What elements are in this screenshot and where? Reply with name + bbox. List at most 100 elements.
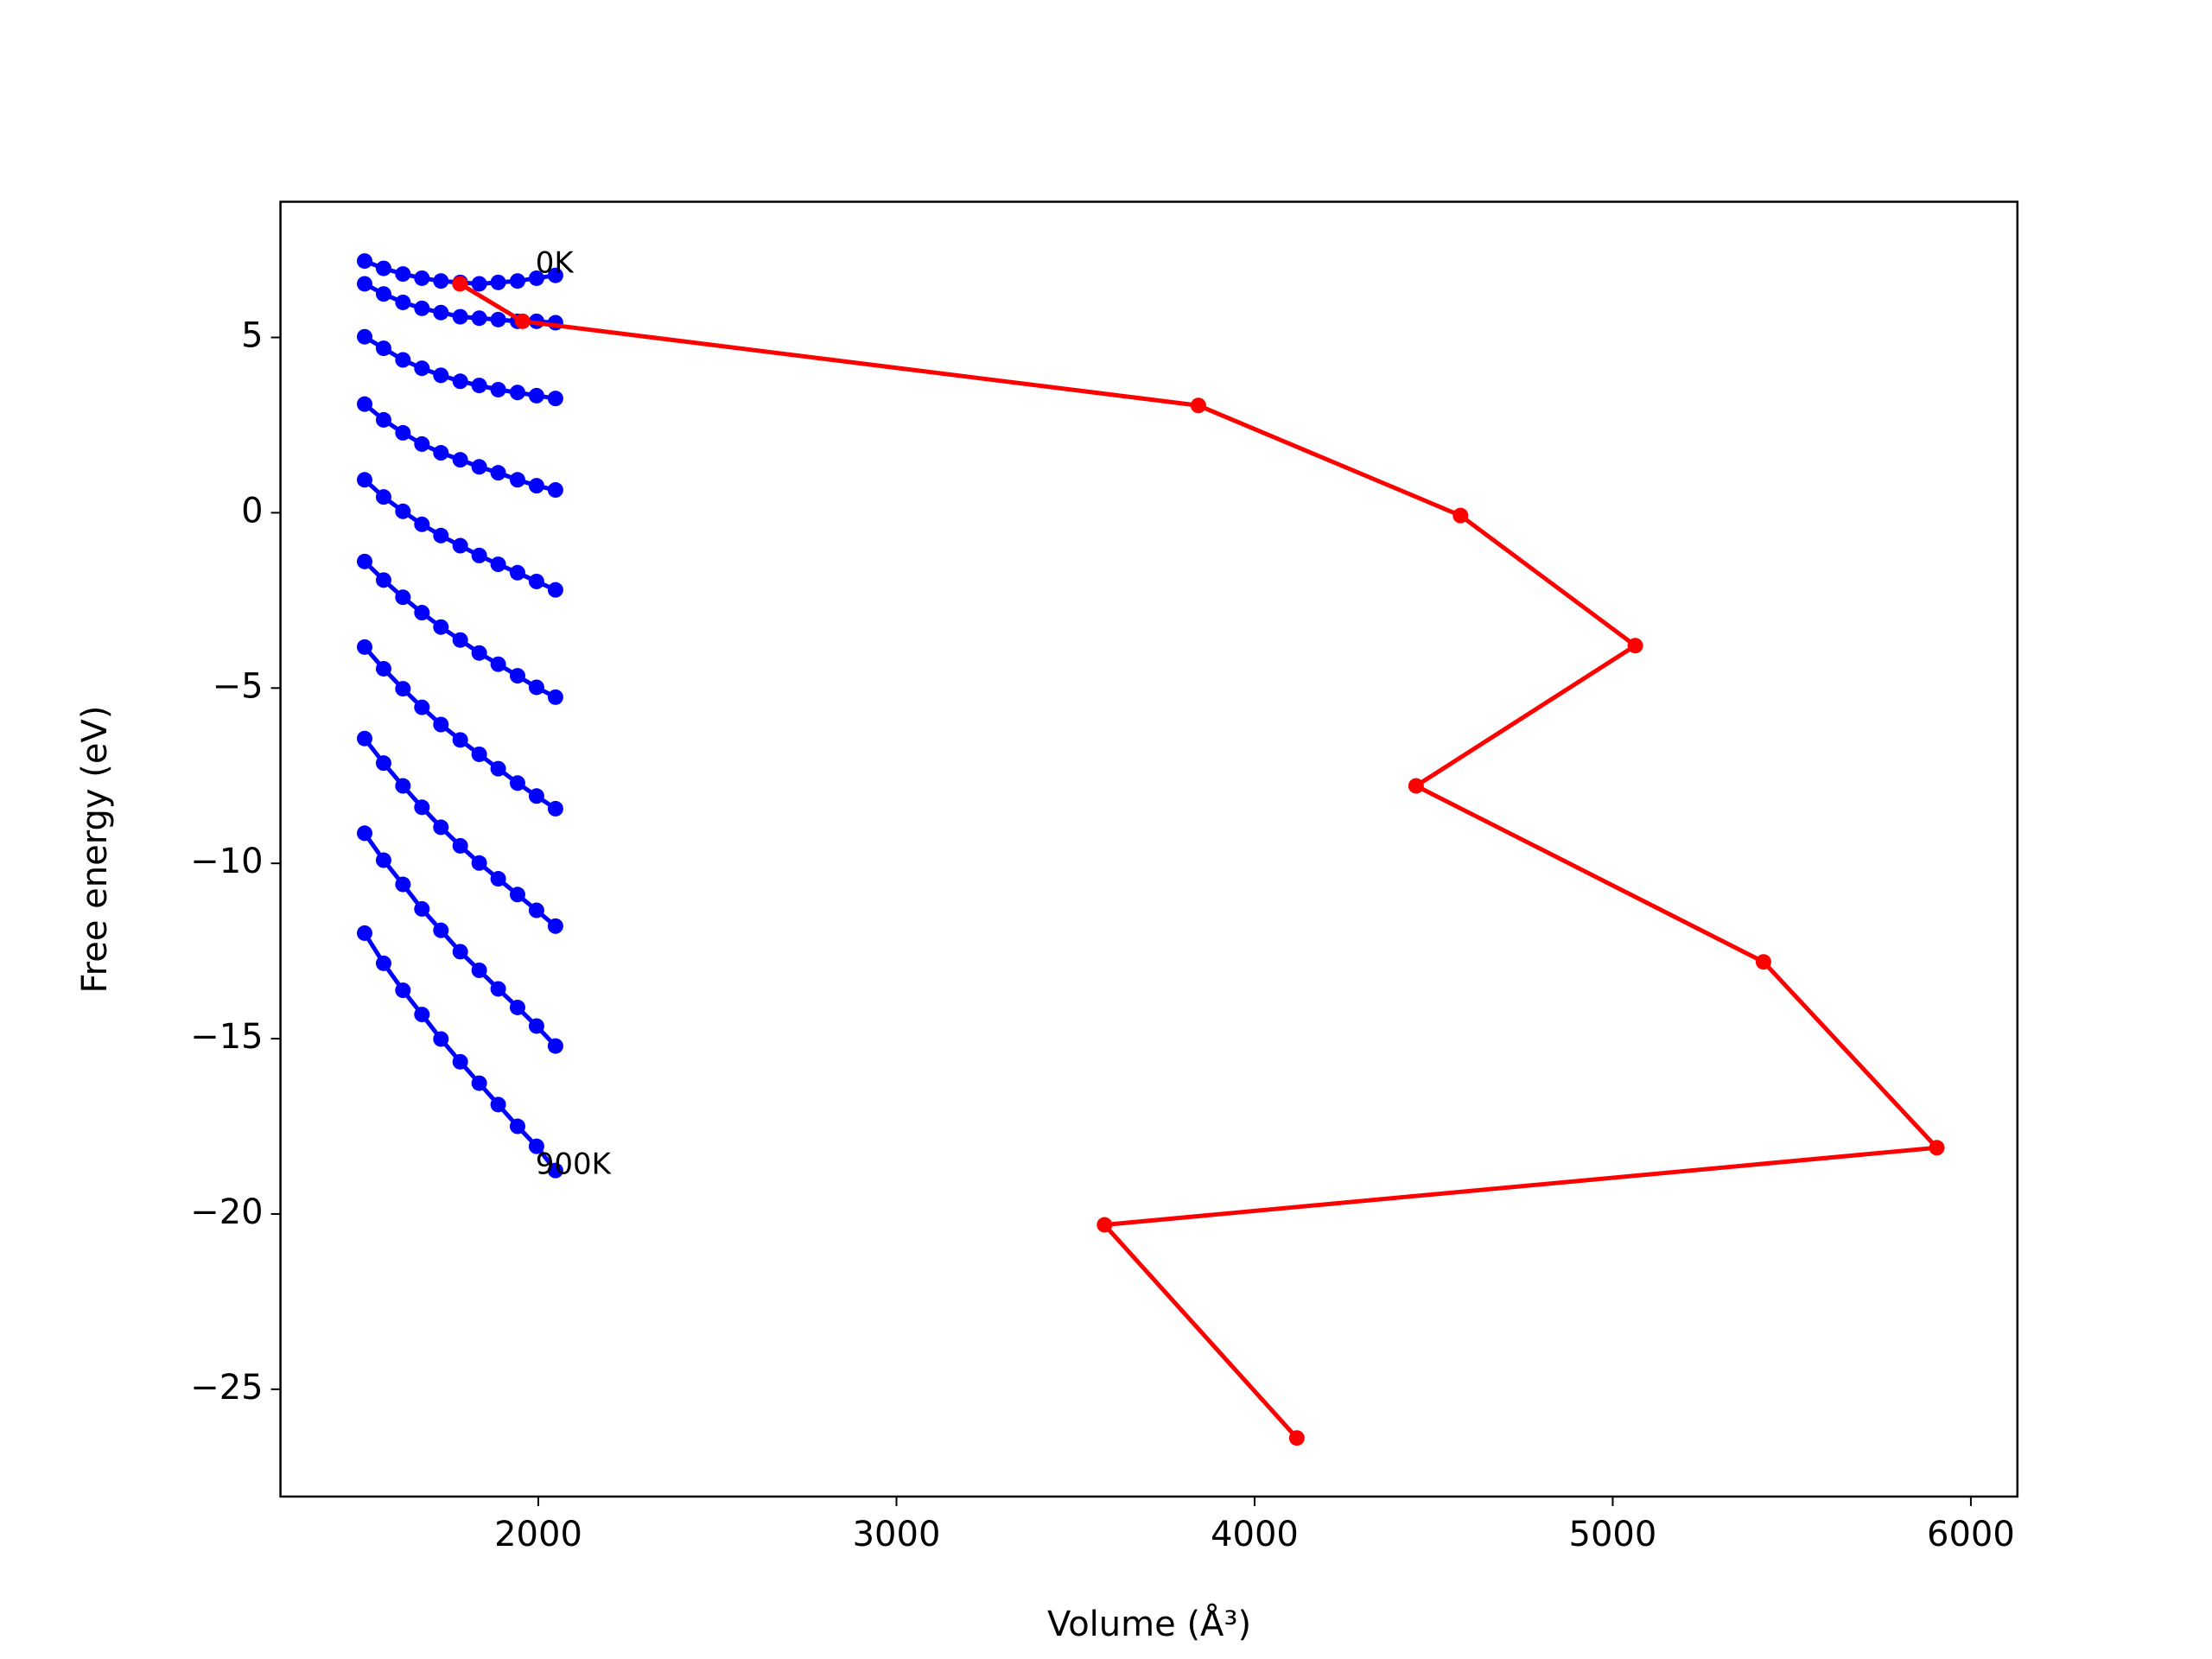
annotation: 0K: [536, 246, 575, 281]
marker: [357, 253, 373, 270]
marker: [375, 955, 391, 971]
marker: [490, 1096, 506, 1113]
series-line: [363, 645, 557, 810]
y-tick-label: −25: [190, 1368, 263, 1408]
marker: [375, 755, 391, 772]
marker: [509, 1118, 525, 1135]
marker: [395, 778, 411, 794]
marker: [1096, 1217, 1113, 1233]
marker: [528, 478, 544, 494]
marker: [452, 837, 468, 854]
marker: [414, 300, 430, 316]
marker: [547, 482, 563, 499]
series-line: [363, 737, 557, 928]
marker: [547, 1162, 563, 1179]
marker: [357, 925, 373, 941]
series-line: [363, 478, 556, 592]
y-axis-label: Free energy (eV): [75, 706, 115, 994]
marker: [414, 516, 430, 532]
marker: [490, 381, 506, 397]
y-tick-label: 5: [241, 316, 263, 356]
marker: [528, 1138, 544, 1154]
marker: [395, 352, 411, 368]
marker: [528, 270, 544, 286]
marker: [1929, 1140, 1945, 1156]
marker: [490, 871, 506, 887]
x-tick-label: 3000: [853, 1515, 941, 1554]
marker: [452, 308, 468, 325]
marker: [395, 681, 411, 697]
marker: [375, 852, 391, 868]
marker: [395, 266, 411, 283]
marker: [452, 452, 468, 468]
marker: [509, 273, 525, 289]
x-axis-label: Volume (Å³): [1047, 1603, 1251, 1644]
marker: [490, 981, 506, 997]
marker: [375, 260, 391, 276]
marker: [547, 391, 563, 407]
x-tick-label: 4000: [1211, 1515, 1299, 1554]
marker: [490, 465, 506, 481]
y-tick-label: 0: [241, 491, 263, 531]
marker: [452, 276, 468, 292]
marker: [509, 668, 525, 684]
series-line: [363, 334, 556, 401]
marker: [509, 999, 525, 1015]
marker: [433, 619, 449, 635]
marker: [395, 589, 411, 606]
marker: [375, 572, 391, 588]
marker: [414, 1007, 430, 1023]
series-line: [363, 402, 556, 493]
marker: [528, 679, 544, 696]
marker: [433, 922, 449, 938]
marker: [547, 800, 563, 817]
marker: [509, 564, 525, 581]
marker: [395, 982, 411, 999]
marker: [452, 1053, 468, 1070]
marker: [433, 1031, 449, 1047]
marker: [528, 387, 544, 404]
y-tick-label: −5: [213, 666, 264, 706]
marker: [547, 267, 563, 283]
marker: [471, 276, 487, 292]
marker: [509, 775, 525, 791]
marker: [528, 1018, 544, 1034]
marker: [509, 472, 525, 488]
marker: [509, 385, 525, 401]
y-tick-label: −10: [190, 842, 263, 881]
marker: [395, 294, 411, 310]
series-line: [362, 831, 557, 1048]
y-tick-label: −20: [190, 1192, 263, 1232]
marker: [452, 944, 468, 960]
marker: [490, 556, 506, 573]
marker: [471, 855, 487, 871]
marker: [375, 286, 391, 302]
annotation: 900K: [536, 1147, 613, 1182]
marker: [395, 503, 411, 519]
series-line: [362, 931, 557, 1173]
marker: [547, 1038, 563, 1054]
x-tick-label: 6000: [1927, 1515, 2015, 1554]
marker: [1452, 507, 1469, 524]
y-tick-label: −15: [190, 1017, 263, 1057]
plot-frame: [279, 200, 2019, 1498]
marker: [471, 746, 487, 762]
x-tick-label: 2000: [494, 1515, 582, 1554]
marker: [433, 716, 449, 733]
marker: [433, 445, 449, 461]
marker: [357, 328, 373, 345]
marker: [471, 459, 487, 475]
marker: [375, 489, 391, 505]
marker: [509, 887, 525, 903]
marker: [375, 340, 391, 357]
marker: [514, 313, 531, 329]
marker: [414, 699, 430, 715]
marker: [1627, 638, 1643, 654]
marker: [433, 273, 449, 289]
marker: [357, 396, 373, 412]
marker: [433, 819, 449, 836]
marker: [490, 656, 506, 672]
marker: [1288, 1430, 1305, 1446]
marker: [471, 378, 487, 394]
marker: [414, 900, 430, 917]
